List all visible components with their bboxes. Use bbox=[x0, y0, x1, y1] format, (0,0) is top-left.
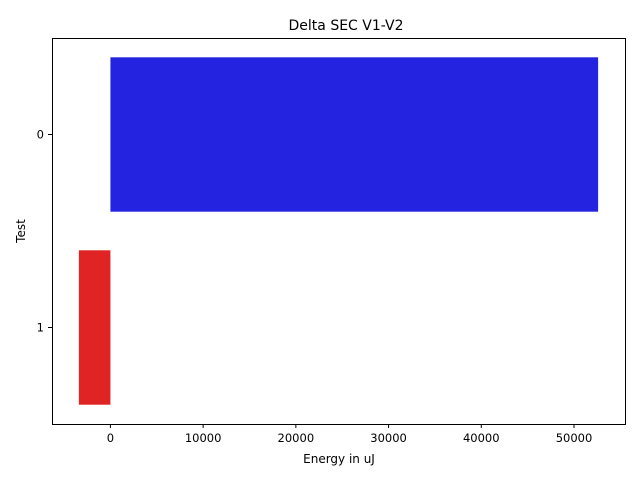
x-tick-label: 10000 bbox=[185, 431, 222, 445]
y-ticks-group: 01 bbox=[37, 128, 52, 335]
chart-title: Delta SEC V1-V2 bbox=[289, 18, 404, 34]
x-tick-label: 40000 bbox=[463, 431, 500, 445]
plot-frame bbox=[52, 38, 626, 425]
x-tick-label: 0 bbox=[107, 431, 114, 445]
bars-group bbox=[78, 57, 599, 405]
x-tick-label: 30000 bbox=[370, 431, 407, 445]
y-axis-label: Test bbox=[14, 219, 28, 244]
y-tick-label: 0 bbox=[37, 128, 44, 142]
x-axis-label: Energy in uJ bbox=[303, 452, 375, 466]
x-tick-label: 20000 bbox=[278, 431, 315, 445]
y-tick-label: 1 bbox=[37, 321, 44, 335]
bar-test-0 bbox=[110, 57, 599, 212]
bar-test-1 bbox=[78, 250, 111, 405]
x-ticks-group: 0 10000 20000 30000 40000 50000 bbox=[107, 424, 593, 445]
x-tick-label: 50000 bbox=[556, 431, 593, 445]
